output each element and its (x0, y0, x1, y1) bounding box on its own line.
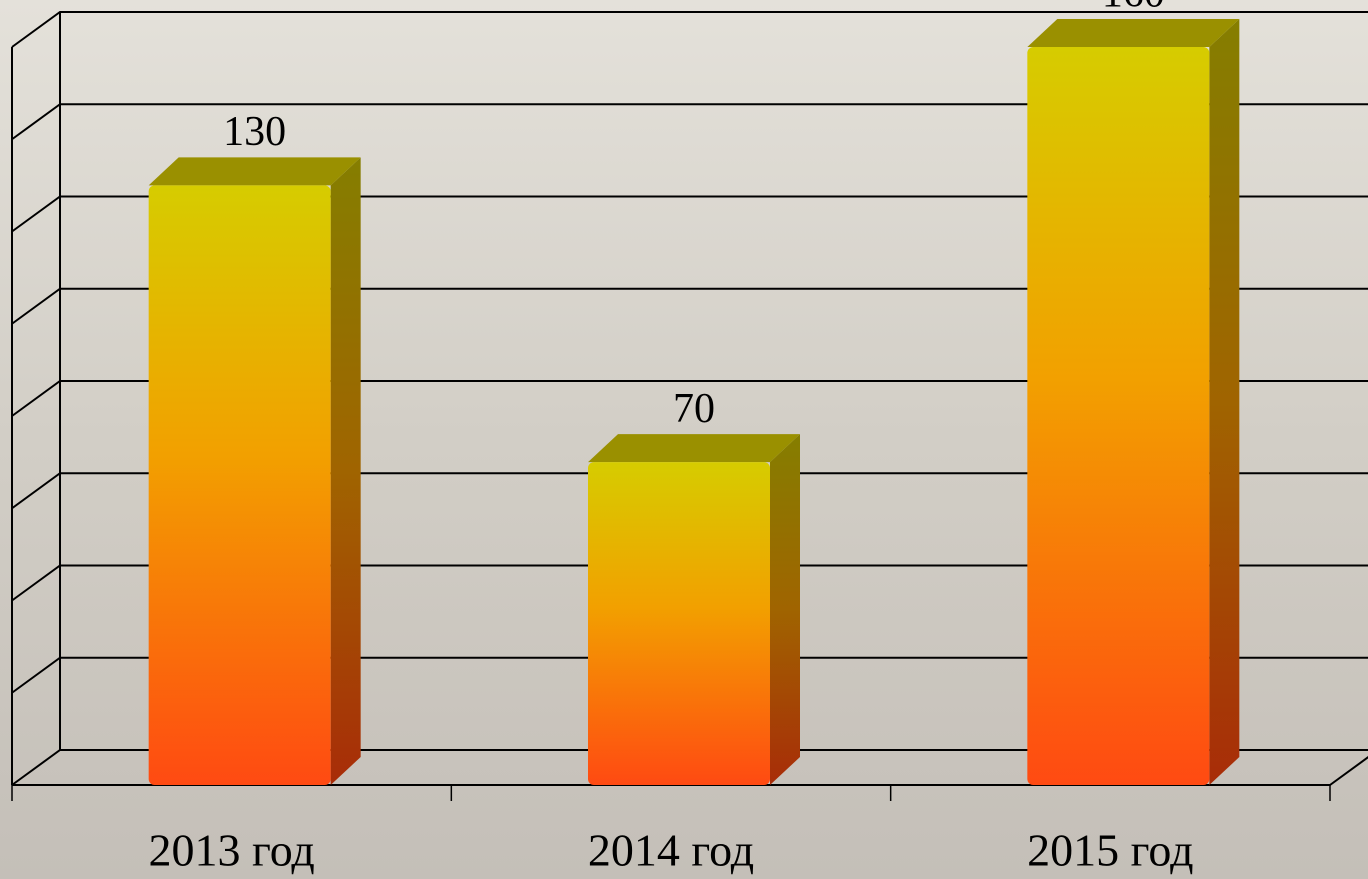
value-label: 160 (1102, 0, 1165, 17)
grid-line (11, 564, 1368, 602)
bar (1027, 19, 1240, 785)
bar-front (588, 462, 770, 785)
bar-top (588, 434, 800, 463)
grid-line (11, 656, 1368, 694)
grid-line (11, 11, 1368, 48)
bar (588, 434, 800, 785)
bar-side (770, 434, 800, 785)
x-tick-label: 2014 год (588, 825, 754, 876)
bar-front (1027, 47, 1210, 785)
value-label: 70 (673, 386, 715, 432)
bar-top (148, 157, 361, 186)
grid-line (11, 103, 1368, 141)
bar-side (330, 157, 361, 785)
grid-line (11, 287, 1368, 325)
bar-top (1027, 19, 1240, 47)
grid-line (11, 749, 1368, 786)
value-label: 130 (223, 109, 286, 155)
x-tick-label: 2013 год (149, 825, 315, 876)
bar (148, 157, 361, 785)
grid-line (11, 195, 1368, 233)
floor-edge (1329, 756, 1368, 786)
bar-front (148, 185, 331, 785)
grid-line (11, 380, 1368, 417)
x-tick-label: 2015 год (1027, 825, 1193, 876)
bar-side (1209, 19, 1240, 785)
grid-line (11, 472, 1368, 510)
